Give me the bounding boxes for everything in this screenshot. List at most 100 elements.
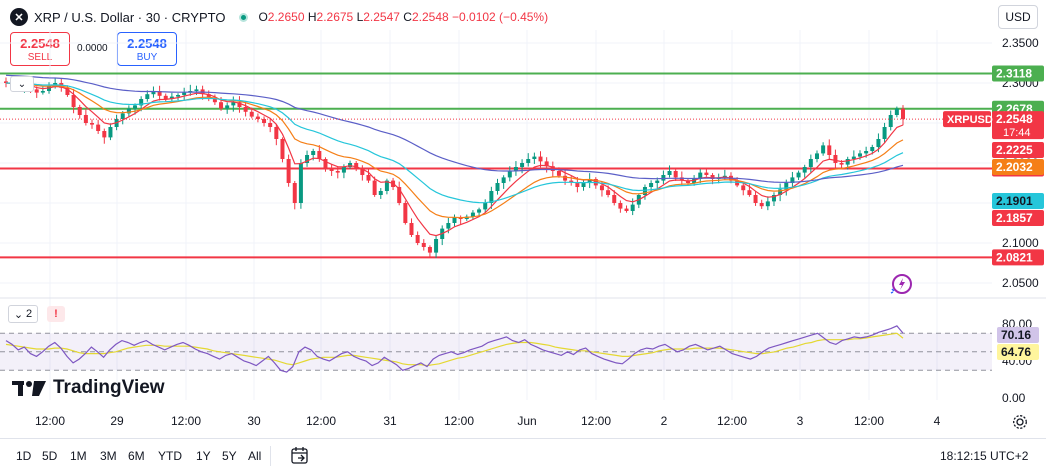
- time-tick-label: 30: [247, 414, 261, 428]
- collapse-legend-button[interactable]: ⌄: [10, 76, 34, 92]
- candle-body: [599, 185, 604, 191]
- chevron-down-icon: ⌄: [13, 308, 24, 321]
- time-tick-label: 2: [661, 414, 668, 428]
- candle-body: [108, 127, 113, 138]
- rsi-pane-toggle[interactable]: ⌄ 2: [8, 305, 38, 323]
- clock[interactable]: 18:12:15 UTC+2: [940, 449, 1029, 463]
- gear-icon[interactable]: [1012, 414, 1028, 430]
- candle-body: [415, 235, 420, 243]
- timeframe-1m[interactable]: 1M: [70, 449, 87, 463]
- candle-body: [329, 169, 334, 171]
- candle-body: [507, 171, 512, 178]
- candle-body: [139, 99, 144, 106]
- candle-body: [759, 203, 764, 207]
- candle-body: [65, 87, 70, 95]
- candle-body: [427, 247, 432, 253]
- candle-body: [888, 115, 893, 127]
- candle-body: [735, 180, 740, 186]
- candle-body: [851, 156, 856, 159]
- candle-body: [305, 155, 310, 163]
- candle-body: [765, 201, 770, 207]
- timeframe-1y[interactable]: 1Y: [196, 449, 211, 463]
- candle-body: [145, 94, 150, 99]
- candle-body: [642, 187, 647, 195]
- candle-body: [421, 243, 426, 247]
- candle-body: [513, 167, 518, 171]
- timeframe-5y[interactable]: 5Y: [222, 449, 237, 463]
- candle-body: [501, 177, 506, 183]
- candle-body: [40, 91, 45, 93]
- timeframe-ytd[interactable]: YTD: [158, 449, 182, 463]
- spread-value: 0.0000: [77, 43, 108, 54]
- candle-body: [808, 159, 813, 167]
- candle-body: [292, 183, 297, 203]
- candle-body: [47, 86, 52, 91]
- lightning-icon[interactable]: [888, 271, 914, 297]
- candle-body: [839, 163, 844, 165]
- candle-body: [206, 94, 211, 98]
- timeframe-1d[interactable]: 1D: [16, 449, 32, 463]
- ma-price-tag: 2.2225: [992, 142, 1044, 158]
- candle-body: [587, 179, 592, 183]
- candle-body: [901, 108, 905, 120]
- candle-body: [679, 177, 684, 181]
- candle-body: [526, 159, 531, 163]
- candle-body: [575, 182, 580, 187]
- candle-body: [348, 163, 353, 167]
- candle-body: [538, 156, 543, 162]
- candle-body: [286, 159, 291, 183]
- candle-body: [544, 161, 549, 167]
- candle-body: [618, 203, 623, 209]
- ohlc-values: O2.2650 H2.2675 L2.2547 C2.2548 −0.0102 …: [258, 10, 549, 24]
- grid-lines: [0, 30, 992, 400]
- candle-body: [753, 195, 758, 203]
- candle-body: [163, 95, 168, 99]
- candle-body: [311, 151, 316, 155]
- candle-body: [661, 175, 666, 181]
- candle-body: [649, 183, 654, 187]
- ma-price-tag: 2.1857: [992, 210, 1044, 226]
- candle-body: [845, 159, 850, 165]
- time-tick-label: 4: [934, 414, 941, 428]
- candle-body: [151, 91, 156, 95]
- time-tick-label: 3: [797, 414, 804, 428]
- candle-body: [483, 203, 488, 210]
- timeframe-5d[interactable]: 5D: [42, 449, 58, 463]
- candle-body: [434, 239, 439, 253]
- candle-body: [495, 183, 500, 191]
- candle-body: [157, 91, 162, 96]
- candle-body: [710, 175, 715, 179]
- timeframe-all[interactable]: All: [248, 449, 262, 463]
- candle-body: [280, 139, 285, 159]
- ma-price-tag: 2.1901: [992, 193, 1044, 209]
- timeframe-3m[interactable]: 3M: [100, 449, 117, 463]
- chevron-down-icon: ⌄: [17, 78, 27, 90]
- candle-body: [219, 102, 224, 109]
- xrp-logo-icon: ✕: [10, 8, 28, 26]
- date-range-icon[interactable]: [290, 446, 310, 466]
- candle-body: [169, 96, 174, 99]
- timeframe-6m[interactable]: 6M: [128, 449, 145, 463]
- candle-body: [827, 145, 832, 155]
- warning-icon[interactable]: !: [47, 306, 65, 322]
- currency-button[interactable]: USD: [998, 5, 1038, 29]
- candle-body: [857, 153, 862, 157]
- candle-body: [403, 203, 408, 223]
- tradingview-logo[interactable]: TradingView: [12, 377, 165, 399]
- price-tag-bg: [992, 65, 1044, 82]
- candle-body: [231, 102, 236, 106]
- candle-body: [612, 195, 617, 203]
- candle-body: [133, 105, 138, 109]
- price-tag-bg: [992, 249, 1044, 266]
- candle-body: [784, 183, 789, 190]
- candle-body: [870, 147, 875, 151]
- price-tag-text: 2.2032: [996, 160, 1033, 174]
- candle-body: [747, 190, 752, 195]
- time-tick-label: 29: [110, 414, 124, 428]
- price-tag-text: 2.0821: [996, 250, 1033, 264]
- candle-body: [802, 167, 807, 173]
- price-tag-text: 2.1857: [996, 211, 1033, 225]
- symbol-title[interactable]: XRP / U.S. Dollar · 30 · CRYPTO: [34, 9, 226, 25]
